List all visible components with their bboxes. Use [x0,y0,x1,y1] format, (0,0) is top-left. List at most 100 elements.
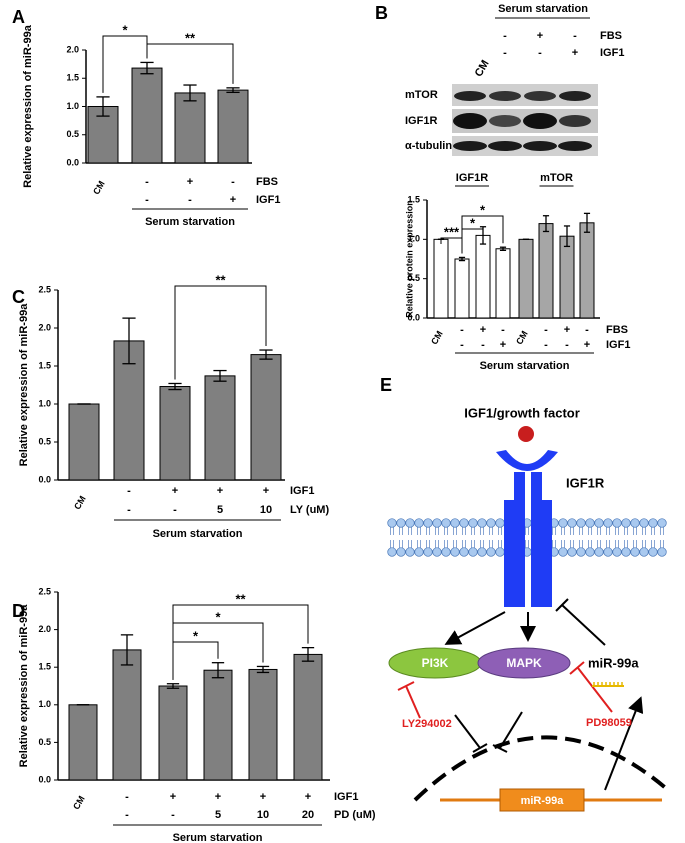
x-row-label: FBS [606,324,628,336]
lipid-head [441,547,451,557]
significance-label: * [122,22,128,37]
x-row-value: - [145,194,149,206]
lipid-head [612,518,622,528]
y-tick-label: 0.5 [38,436,51,446]
x-row-value: - [125,791,129,803]
x-row-value: + [564,324,570,336]
y-tick-label: 2.0 [38,322,51,332]
bar [203,669,233,781]
lipid-head [558,518,568,528]
x-row-value: + [170,791,176,803]
x-row-label: IGF1 [606,339,630,351]
lipid-head [657,518,667,528]
bar [538,223,554,319]
lipid-head [441,518,451,528]
significance-bracket [461,215,504,254]
inhibit-bar [397,681,415,691]
significance-label: * [480,202,486,217]
x-row-value: - [171,809,175,821]
ligand-label: IGF1/growth factor [464,405,580,420]
significance-label: * [470,215,476,230]
lipid-head [603,547,613,557]
panel-label: E [380,375,392,395]
x-row-value: + [263,485,269,497]
error-bar [122,317,136,365]
lipid-head [630,547,640,557]
lipid-head [450,547,460,557]
significance-label: * [193,628,199,643]
x-row-value: + [172,485,178,497]
lipid-head [387,547,397,557]
inhibit [577,667,613,713]
x-row-value: + [584,339,590,351]
significance-bracket [146,43,234,84]
lipid-head [486,518,496,528]
bar [475,234,491,319]
y-tick-label: 0.0 [66,157,79,167]
error-bar [226,87,240,94]
group-span-label: Serum starvation [145,216,235,228]
y-axis-label: Relative expression of miR-99a [22,24,34,188]
blot-row-value: - [503,30,507,42]
y-tick-label: 1.0 [38,699,51,709]
lipid-head [468,547,478,557]
y-tick-label: 0.0 [38,774,51,784]
y-tick-label: 1.0 [66,101,79,111]
kinase-label: MAPK [506,656,542,670]
band [489,115,521,127]
band [524,91,556,101]
lipid-head [639,547,649,557]
inhibit [405,685,421,719]
lipid-head [459,518,469,528]
blot-row-value: + [537,30,543,42]
x-row-value: 5 [215,809,221,821]
error-bar [166,683,180,689]
arrows [444,598,644,791]
error-bar [256,665,270,674]
x-row-value: - [127,485,131,497]
inhibit [454,714,481,749]
inhibit-bar [555,598,569,612]
x-row-value: + [260,791,266,803]
y-tick-label: 2.5 [38,284,51,294]
error-bar [211,662,225,679]
lipid-head [414,518,424,528]
lipid-head [405,547,415,557]
significance-label: * [215,609,221,624]
x-row-value: - [460,339,464,351]
x-row-value: 10 [257,809,269,821]
lipid-head [450,518,460,528]
band [488,141,522,151]
band [453,113,487,129]
significance-label: ** [215,272,226,287]
error-bar [563,225,571,248]
y-axis-label: Relative protein expression [404,200,414,318]
band [523,141,557,151]
bar [159,386,191,481]
lipid-head [621,547,631,557]
receptor [496,450,558,607]
ligand-ball [518,426,534,442]
lipid-head [486,547,496,557]
error-bar [499,246,507,251]
bar [495,248,511,319]
gene-box [499,788,585,812]
band [454,91,486,101]
lipid-head [567,518,577,528]
x-row-value: 20 [302,809,314,821]
significance-bracket [172,604,309,680]
bar [433,238,449,319]
y-axis-label: Relative expression of miR-99a [18,604,30,768]
x-row-value: + [217,485,223,497]
receptor-chain [504,500,525,509]
bar [68,403,100,481]
mirna-strand [593,682,623,686]
x-row-value: + [480,324,486,336]
bar [174,92,206,164]
lipid-head [567,547,577,557]
x-row-label: LY (uM) [290,504,329,516]
x-tick-label: CM [91,179,107,196]
y-tick-label: 1.5 [66,73,79,83]
bar [559,235,575,319]
